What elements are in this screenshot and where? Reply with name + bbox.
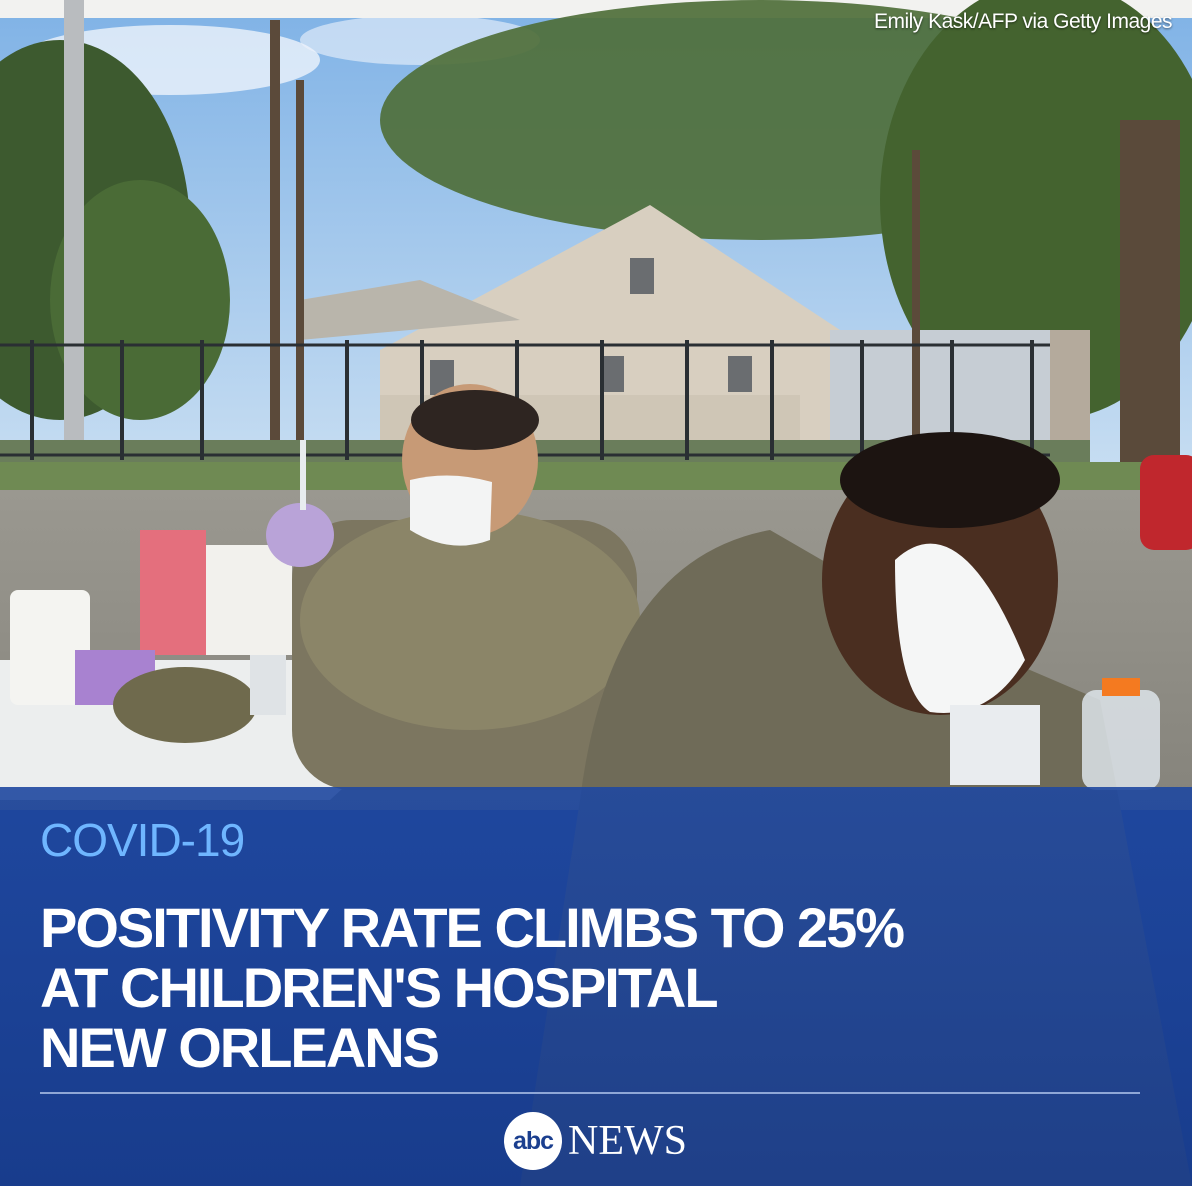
headline-band	[0, 787, 1192, 1186]
headline-line-2: AT CHILDREN'S HOSPITAL	[40, 956, 719, 1019]
divider	[40, 1092, 1140, 1094]
abc-logo: abc	[504, 1112, 562, 1170]
photo-credit: Emily Kask/AFP via Getty Images	[873, 10, 1173, 33]
abc-news-brand: abc NEWS	[504, 1112, 687, 1170]
headline: POSITIVITY RATE CLIMBS TO 25% AT CHILDRE…	[40, 898, 1160, 1078]
headline-line-1: POSITIVITY RATE CLIMBS TO 25%	[40, 896, 905, 959]
topic-label: COVID-19	[40, 814, 245, 866]
news-wordmark: NEWS	[568, 1118, 687, 1164]
headline-line-3: NEW ORLEANS	[40, 1016, 440, 1079]
